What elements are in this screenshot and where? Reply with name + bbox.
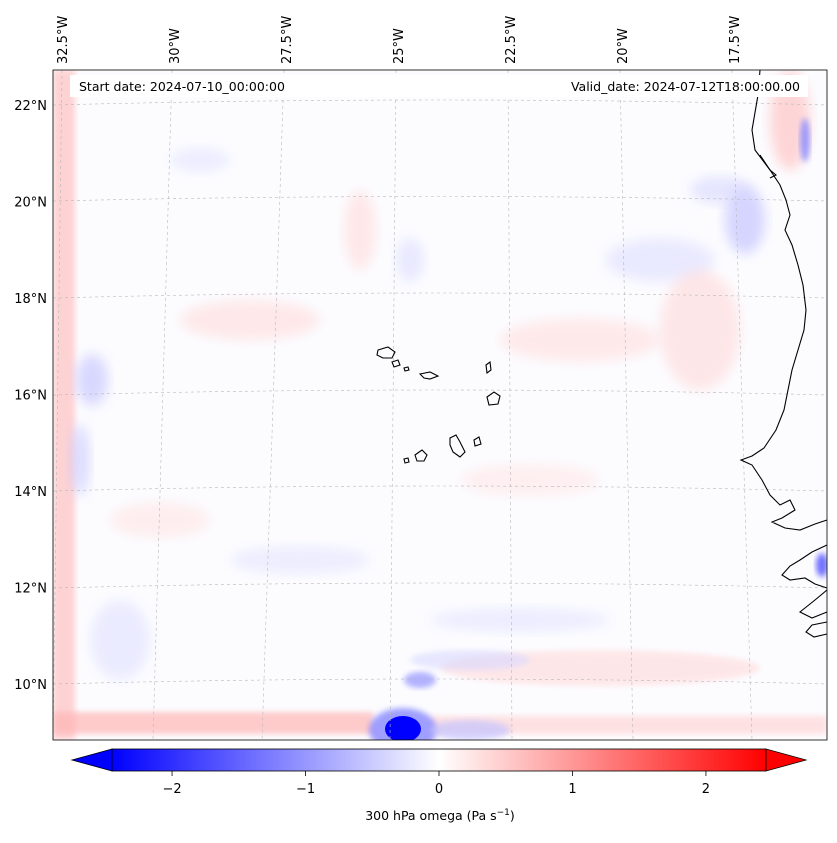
colorbar-max-extension [765,748,808,772]
colorbar-label-prefix: 300 hPa omega (Pa s [365,808,496,823]
longitude-tick-label: 30°W [168,28,183,64]
map-background [53,70,827,740]
longitude-tick-label: 20°W [616,28,631,64]
island-brava [403,457,410,464]
island-santa-luzia [403,366,410,372]
meridian [152,70,173,740]
field-patch [76,354,108,406]
parallel [53,292,827,299]
parallel [53,99,827,106]
longitude-ticks: 32.5°W 30°W 27.5°W 25°W 22.5°W 20°W 17.5°W [56,16,743,64]
coastlines [376,69,828,638]
map-panel: Start date: 2024-07-10_00:00:00 Valid_da… [52,69,828,741]
africa-coastline [805,621,828,638]
island-santiago [449,434,466,458]
island-sal [485,360,492,375]
field-patch [430,716,827,734]
colorbar-gradient [111,748,767,772]
parallel [53,678,827,685]
field-patch [605,238,715,282]
field-patch [70,424,90,496]
latitude-tick-label: 22°N [14,99,47,114]
colorbar-tick-label: −2 [162,782,181,797]
colorbar-tick-label: 2 [702,782,710,797]
field-patch [396,238,424,282]
info-bar-background [70,75,808,97]
colorbar-tick-label: 0 [435,782,443,797]
field-patch [110,502,210,538]
latitude-tick-label: 14°N [14,485,47,500]
parallel [53,196,827,202]
latitude-tick-label: 12°N [14,582,47,597]
map-frame [52,69,828,741]
field-patch [430,720,510,740]
island-maio [473,436,482,447]
field-patch [500,318,660,362]
meridian [507,70,513,740]
africa-coastline [739,69,828,531]
field-patch [660,270,740,390]
omega-field [53,70,827,740]
colorbar-ticks: −2 −1 0 1 2 [162,771,710,797]
field-patch [460,464,600,496]
latitude-tick-label: 20°N [14,196,47,211]
meridian [731,70,753,740]
latitude-ticks: 22°N 20°N 18°N 16°N 14°N 12°N 10°N [14,99,47,693]
field-patch [53,712,373,734]
field-patch [90,600,150,680]
field-patch [404,672,436,688]
field-patch [816,553,827,577]
field-patch [53,70,75,740]
colorbar-label-suffix: ) [510,808,515,823]
island-santo-antao [376,346,396,359]
meridian [53,70,63,740]
latitude-tick-label: 16°N [14,389,47,404]
start-date-label: Start date: 2024-07-10_00:00:00 [79,79,285,94]
parallel [53,389,827,396]
africa-coastline [781,544,828,589]
longitude-tick-label: 22.5°W [504,16,519,64]
island-boa-vista [486,391,501,406]
island-fogo [414,449,428,462]
field-patch [690,176,750,204]
parallel [53,582,827,589]
field-patch [800,118,810,162]
colorbar-tick-label: 1 [568,782,576,797]
field-patch [385,716,421,740]
colorbar: −2 −1 0 1 2 300 hPa omega (Pa s−1) [70,748,808,823]
island-sao-vicente [391,359,401,368]
longitude-tick-label: 17.5°W [728,16,743,64]
field-patch [344,190,376,270]
island-sao-nicolau [418,371,440,380]
field-patch [725,186,765,254]
longitude-tick-label: 25°W [392,28,407,64]
field-patch [170,148,230,172]
colorbar-label-exponent: −1 [497,808,510,818]
field-patch [430,608,610,632]
meridian [389,70,397,740]
latitude-tick-label: 10°N [14,678,47,693]
field-patch [410,650,530,670]
parallel [53,485,827,492]
africa-coastline [798,589,828,619]
colorbar-min-extension [70,748,113,772]
grid-lines [53,70,827,740]
meridian [619,70,634,740]
colorbar-tick-label: −1 [296,782,315,797]
valid-date-label: Valid_date: 2024-07-12T18:00:00.00 [571,79,800,94]
longitude-tick-label: 27.5°W [280,16,295,64]
meridian [261,70,285,740]
colorbar-label: 300 hPa omega (Pa s−1) [365,808,515,823]
africa-coastline [759,154,777,179]
latitude-tick-label: 18°N [14,292,47,307]
field-patch [180,300,320,340]
field-patch [230,546,370,574]
longitude-tick-label: 32.5°W [56,16,71,64]
